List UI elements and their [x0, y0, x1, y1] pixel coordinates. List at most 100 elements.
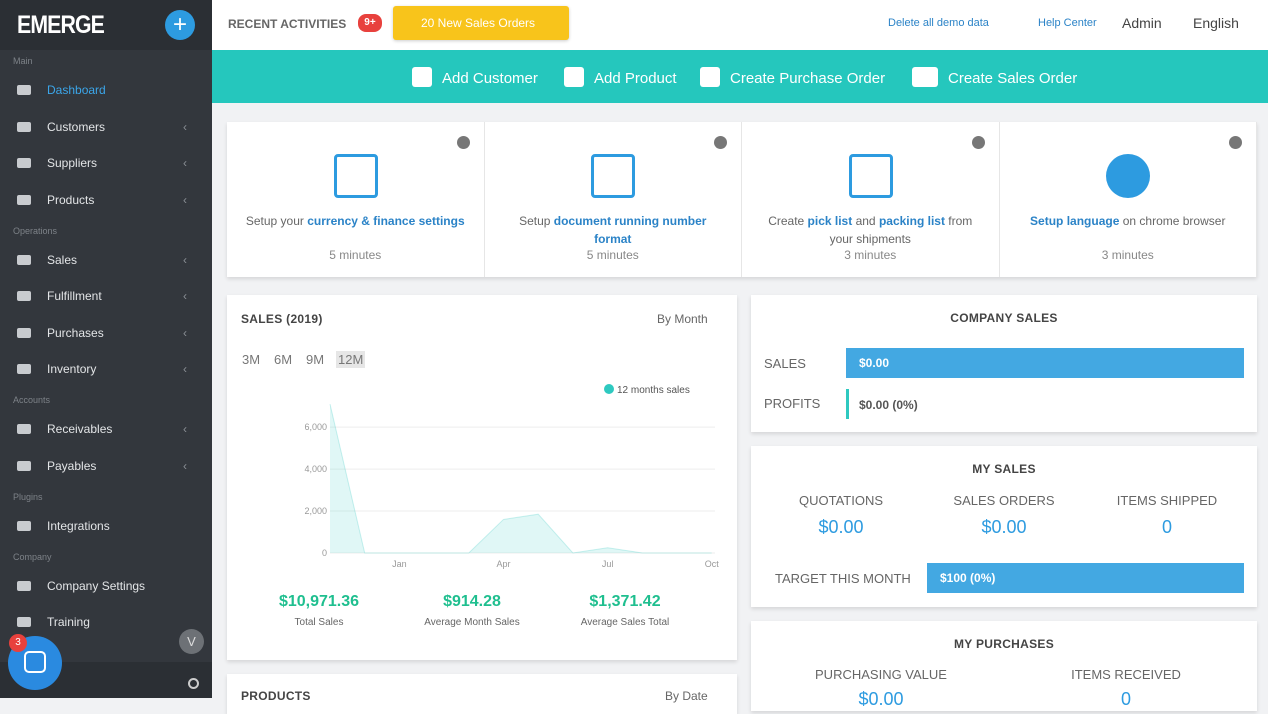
chat-launcher[interactable] — [8, 636, 62, 690]
alert-tag[interactable]: 20 New Sales Orders — [393, 6, 569, 40]
target-bar[interactable]: $100 (0%) — [927, 563, 1244, 593]
stat: $1,371.42 Average Sales Total — [545, 593, 705, 628]
nav-icon — [17, 158, 31, 168]
nav-item[interactable]: Inventory — [47, 362, 97, 376]
nav-item[interactable]: Products — [47, 192, 95, 207]
setup-card[interactable]: Create pick list and packing list from y… — [742, 122, 1000, 277]
close[interactable] — [714, 136, 727, 149]
link-text[interactable]: document running number format — [553, 214, 707, 246]
y-tick-label: 2,000 — [304, 506, 327, 516]
section-label: Main — [13, 56, 33, 66]
setup-cards: Setup your currency & finance settings 5 … — [227, 122, 1257, 277]
power-icon[interactable] — [188, 678, 199, 689]
panel-title: MY PURCHASES — [953, 637, 1055, 651]
chevron: ‹ — [183, 252, 187, 267]
text: Create — [768, 214, 808, 228]
metric-label: SALES ORDERS — [953, 493, 1055, 508]
my-purchases: MY PURCHASES PURCHASING VALUE $0.00 ITEMS … — [751, 621, 1257, 711]
stat-value: $1,371.42 — [589, 593, 661, 610]
user-menu[interactable]: Admin — [1122, 15, 1162, 31]
link-text[interactable]: pick list — [807, 214, 853, 228]
metric-label: ITEMS RECEIVED — [1071, 667, 1181, 682]
metric-value: $0.00 — [981, 517, 1027, 537]
nav-icon — [17, 460, 31, 471]
setup-card[interactable]: Setup document running number format 5 mi… — [485, 122, 742, 277]
nav-item[interactable]: Payables — [47, 458, 97, 473]
nav-item[interactable]: Fulfillment — [47, 289, 102, 303]
x-tick-label: Oct — [705, 559, 720, 569]
y-tick-label: 4,000 — [304, 464, 327, 474]
recent-label[interactable]: RECENT ACTIVITIES — [228, 17, 347, 31]
nav-item[interactable]: Company Settings — [47, 578, 146, 593]
sales-bar: $0.00 — [846, 348, 1244, 378]
x-tick-label: Apr — [496, 559, 510, 569]
close[interactable] — [456, 136, 470, 149]
link-text[interactable]: packing list — [878, 214, 945, 228]
link[interactable]: Delete all demo data — [888, 17, 989, 29]
top-bar: RECENT ACTIVITIES 9+ 20 New Sales Orders… — [212, 0, 1268, 50]
x-tick-label: Jan — [392, 559, 407, 569]
chevron: ‹ — [183, 119, 187, 134]
metric-value: 0 — [1120, 689, 1131, 709]
action[interactable]: Create Sales Order — [912, 67, 1077, 87]
link-text[interactable]: currency & finance settings — [307, 214, 465, 228]
metric-value: 0 — [1161, 517, 1172, 537]
card-icon — [1106, 154, 1151, 198]
add-button[interactable]: + — [165, 10, 195, 40]
setup-card[interactable]: Setup language on chrome browser 3 minute… — [1000, 122, 1257, 277]
section-label: Plugins — [13, 491, 43, 502]
link-text[interactable]: Setup language — [1030, 214, 1120, 228]
stat: $914.28 Average Month Sales — [392, 593, 552, 628]
nav-icon — [17, 364, 31, 374]
nav-item[interactable]: Receivables — [47, 422, 113, 436]
metric-label: PURCHASING VALUE — [815, 667, 947, 682]
nav-icon — [17, 580, 31, 591]
action[interactable]: Create Purchase Order — [700, 67, 885, 87]
setup-card[interactable]: Setup your currency & finance settings 5 … — [227, 122, 485, 277]
period-select[interactable]: By Date — [665, 689, 708, 703]
nav-icon — [17, 520, 31, 531]
company-sales: COMPANY SALES SALES $0.00 PROFITS $0.00 … — [751, 295, 1257, 432]
stat-value: $914.28 — [443, 593, 501, 610]
nav-icon — [17, 617, 31, 627]
nav-item[interactable]: Customers — [47, 119, 106, 134]
chevron: ‹ — [183, 289, 187, 303]
period-select[interactable]: By Month — [657, 312, 708, 326]
chevron: ‹ — [183, 362, 187, 376]
legend-label: 12 months sales — [617, 385, 690, 396]
row-label: PROFITS — [764, 396, 821, 411]
chevron: ‹ — [183, 325, 187, 340]
range-button[interactable]: 3M — [242, 352, 261, 367]
section-label: Company — [13, 551, 52, 562]
collapse-button[interactable]: V — [179, 629, 204, 654]
nav-item[interactable]: Dashboard — [47, 83, 106, 97]
nav-item[interactable]: Purchases — [47, 325, 104, 340]
action[interactable]: Add Customer — [412, 67, 538, 87]
card-text: Setup language on chrome browser — [1018, 212, 1239, 230]
nav-item[interactable]: Suppliers — [47, 156, 98, 170]
nav-item[interactable]: Sales — [47, 252, 78, 267]
alert-text: 20 New Sales Orders — [421, 16, 536, 30]
nav-item[interactable]: Training — [47, 615, 90, 629]
stat-label: Average Sales Total — [580, 617, 670, 628]
legend-swatch — [604, 384, 614, 394]
close[interactable] — [971, 136, 985, 149]
profit-bar — [846, 389, 849, 419]
nav-item[interactable]: Integrations — [47, 518, 110, 533]
link[interactable]: Help Center — [1038, 17, 1097, 29]
sidebar: EMERGE + Main Dashboard Customers ‹ Supplier… — [0, 0, 212, 698]
sales-chart: 0 2,000 4,000 6,000 Jan Apr Jul Oct 12 months sa… — [304, 384, 720, 569]
card-icon — [591, 154, 636, 198]
text: Setup your — [245, 214, 308, 228]
language-menu[interactable]: English — [1193, 15, 1239, 31]
card-text: Create pick list and packing list from y… — [760, 212, 981, 248]
close[interactable] — [1229, 136, 1242, 149]
range-button[interactable]: 9M — [306, 352, 325, 367]
target-label: TARGET THIS MONTH — [775, 571, 911, 586]
action[interactable]: Add Product — [564, 67, 677, 87]
stat-label: Average Month Sales — [424, 617, 520, 628]
nav-icon — [17, 424, 31, 434]
range-button[interactable]: 12M — [336, 351, 366, 368]
range-button[interactable]: 6M — [274, 352, 293, 367]
